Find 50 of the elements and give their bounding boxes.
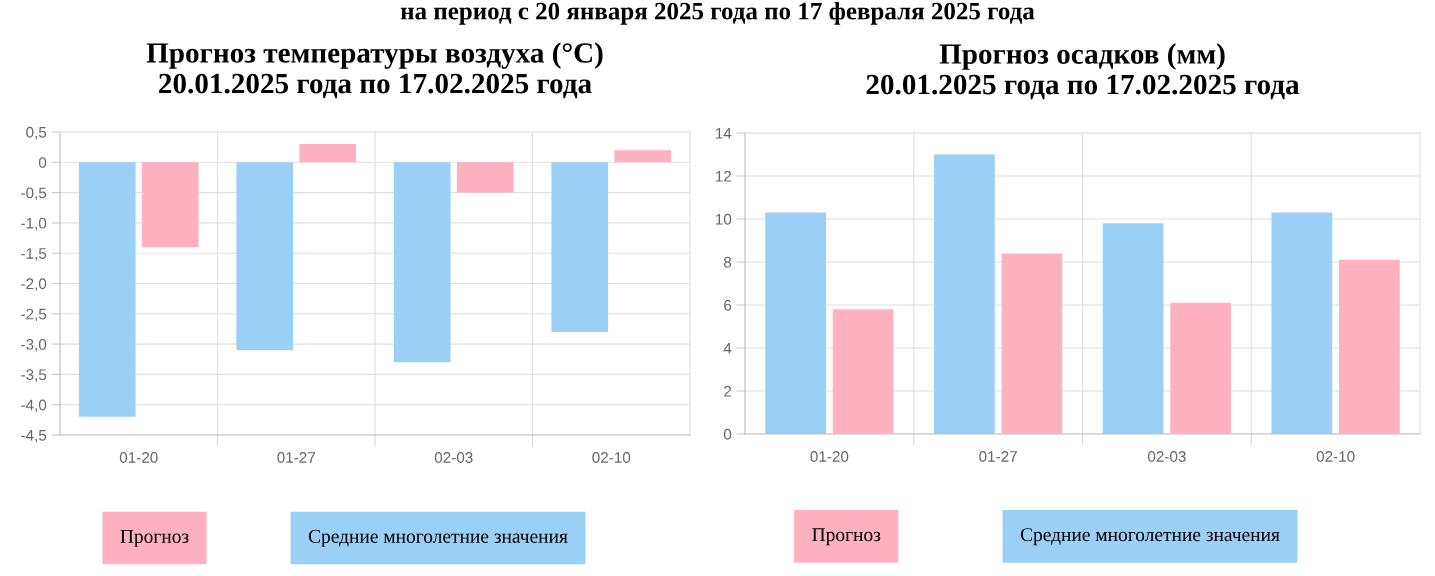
y-tick-label: -4,0 [21, 399, 47, 413]
y-tick-label: -3,0 [21, 338, 47, 352]
y-tick-label: 14 [715, 128, 732, 139]
bar [299, 144, 357, 163]
x-tick-label: 01-20 [119, 452, 158, 463]
x-tick-label: 02-03 [434, 452, 473, 463]
bar [78, 162, 136, 417]
text: Средние многолетние значения [308, 529, 568, 547]
bar [614, 150, 672, 163]
y-tick-label: -1,0 [21, 217, 47, 231]
x-tick-label: 02-10 [592, 452, 631, 463]
bar [393, 162, 451, 363]
y-tick-label: 8 [723, 256, 732, 268]
y-tick-label: 0,5 [26, 126, 47, 140]
x-tick-label: 02-10 [1316, 451, 1355, 462]
y-tick-label: 4 [723, 343, 732, 354]
bar [141, 162, 199, 248]
y-tick-label: 0 [38, 157, 47, 168]
bar [236, 162, 294, 351]
y-tick-label: -0,5 [21, 187, 47, 201]
chart-title: Прогноз осадков (мм) 20.01.2025 года по 17.02.2025 года [866, 43, 1300, 100]
x-tick-label: 01-27 [979, 451, 1017, 462]
text: на период с 20 января 2025 года по 17 февраля 2025 года [400, 2, 1035, 25]
text: Прогноз [120, 529, 189, 547]
bar [1271, 212, 1333, 434]
y-tick-label: -2,0 [21, 278, 47, 291]
y-tick-label: 12 [715, 170, 732, 182]
bar [934, 154, 995, 434]
y-tick-label: -2,5 [21, 308, 47, 322]
y-tick-label: 6 [724, 299, 732, 311]
bar [1170, 302, 1231, 434]
bar [765, 212, 826, 434]
chart-title: Прогноз температуры воздуха (°C) 20.01.2025 года по 17.02.2025 года [146, 42, 603, 99]
bar [456, 162, 514, 193]
y-tick-label: -3,5 [21, 369, 47, 382]
y-tick-label: 2 [724, 385, 732, 397]
text: Прогноз [812, 528, 881, 546]
y-tick-label: -4,5 [21, 430, 47, 443]
bar [1001, 253, 1063, 434]
bar [832, 309, 894, 434]
x-tick-label: 01-20 [810, 451, 849, 462]
y-tick-label: 0 [723, 428, 732, 440]
bar [1102, 223, 1164, 434]
bar [1339, 259, 1400, 434]
x-tick-label: 02-03 [1147, 451, 1186, 462]
text: Средние многолетние значения [1020, 528, 1280, 546]
bar [551, 162, 609, 332]
y-tick-label: 10 [715, 213, 732, 225]
y-tick-label: -1,5 [21, 248, 47, 261]
x-tick-label: 01-27 [277, 452, 316, 463]
